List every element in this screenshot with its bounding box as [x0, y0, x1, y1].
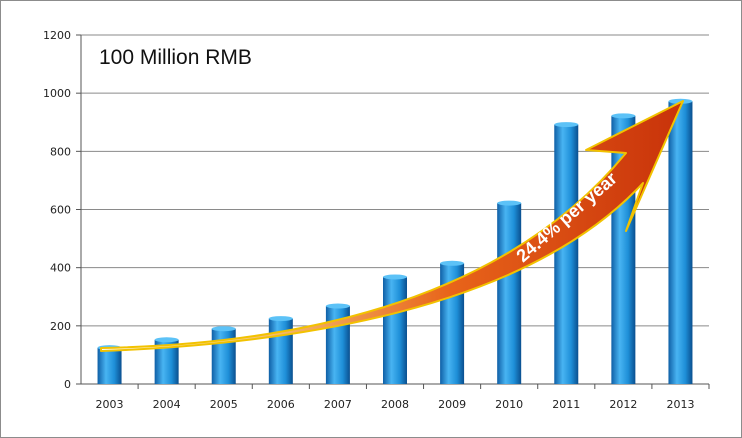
y-tick-label: 600 — [50, 204, 71, 217]
x-tick-label: 2005 — [210, 398, 238, 411]
y-tick-label: 800 — [50, 145, 71, 158]
y-tick-label: 1200 — [43, 29, 71, 42]
bar-2006 — [268, 318, 293, 384]
y-tick-label: 1000 — [43, 87, 71, 100]
bar-2003 — [97, 347, 122, 384]
x-tick-label: 2003 — [96, 398, 124, 411]
y-tick-label: 200 — [50, 320, 71, 333]
x-tick-label: 2011 — [552, 398, 580, 411]
bar-cap-2008 — [383, 274, 407, 280]
bar-2010 — [497, 203, 522, 384]
bar-cap-2011 — [554, 122, 579, 128]
bar-cap-2009 — [440, 260, 465, 266]
x-tick-label: 2012 — [609, 398, 637, 411]
x-tick-label: 2007 — [324, 398, 352, 411]
bar-2013 — [668, 101, 693, 384]
bar-2011 — [554, 124, 579, 385]
bar-cap-2012 — [611, 113, 636, 119]
growth-arrow — [100, 100, 684, 352]
bar-cap-2004 — [154, 337, 179, 343]
bar-2005 — [211, 328, 236, 384]
bar-cap-2005 — [211, 326, 236, 332]
bar-cap-2007 — [325, 303, 350, 309]
x-tick-label: 2010 — [495, 398, 523, 411]
bar-cap-2010 — [497, 200, 522, 206]
x-tick-label: 2008 — [381, 398, 409, 411]
x-tick-label: 2006 — [267, 398, 295, 411]
x-tick-label: 2013 — [666, 398, 694, 411]
x-tick-label: 2009 — [438, 398, 466, 411]
chart-title: 100 Million RMB — [99, 46, 252, 69]
bar-2008 — [383, 276, 407, 384]
bar-cap-2006 — [268, 316, 293, 322]
y-tick-label: 0 — [64, 378, 71, 391]
y-tick-label: 400 — [50, 262, 71, 275]
x-tick-label: 2004 — [153, 398, 181, 411]
